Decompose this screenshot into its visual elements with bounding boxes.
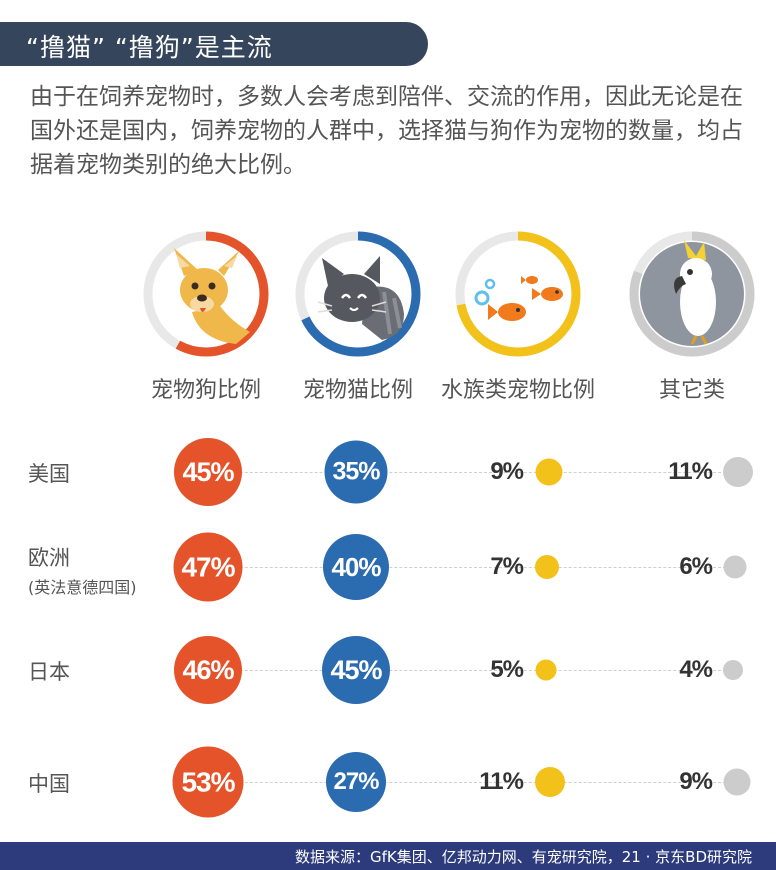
row-label-china: 中国	[28, 768, 70, 798]
fish-value: 11%	[479, 768, 524, 795]
category-label-cat: 宠物猫比例	[302, 378, 414, 403]
fish-icon	[452, 228, 584, 360]
other-dot	[723, 457, 753, 487]
dog-bubble: 45%	[174, 438, 242, 506]
dog-bubble: 53%	[172, 746, 244, 818]
cat-bubble: 35%	[324, 440, 388, 504]
region-name: 中国	[28, 772, 70, 796]
region-name: 欧洲	[28, 546, 70, 570]
dog-bubble: 46%	[174, 636, 242, 704]
fish-dot	[535, 767, 565, 797]
category-label-other: 其它类	[658, 378, 726, 403]
row-divider	[210, 782, 736, 783]
fish-dot	[535, 458, 562, 486]
other-dot	[723, 660, 743, 680]
row-label-japan: 日本	[28, 656, 70, 686]
dog-bubble: 47%	[173, 532, 243, 602]
source-note: 数据来源：GfK集团、亿邦动力网、有宠研究院，21 · 京东BD研究院	[295, 848, 752, 866]
other-dot	[723, 555, 746, 579]
fish-dot	[535, 555, 559, 579]
region-subtitle: (英法意德四国)	[28, 578, 137, 597]
row-label-europe: 欧洲 (英法意德四国)	[28, 542, 137, 598]
other-value: 4%	[679, 656, 713, 683]
category-label-dog: 宠物狗比例	[150, 378, 262, 403]
dog-icon	[140, 228, 272, 360]
fish-value: 9%	[490, 458, 524, 485]
row-divider	[210, 472, 736, 473]
footer-bar: 数据来源：GfK集团、亿邦动力网、有宠研究院，21 · 京东BD研究院	[0, 842, 776, 870]
page-title: “撸猫” “撸狗”是主流	[26, 33, 273, 62]
category-label-fish: 水族类宠物比例	[440, 378, 596, 403]
intro-text: 由于在饲养宠物时，多数人会考虑到陪伴、交流的作用，因此无论是在国外还是国内，饲养…	[30, 84, 743, 178]
row-divider	[210, 670, 736, 671]
parrot-icon	[626, 228, 758, 360]
cat-bubble: 45%	[322, 636, 390, 704]
other-value: 11%	[668, 458, 713, 485]
region-name: 日本	[28, 660, 70, 684]
cat-bubble: 27%	[326, 752, 386, 812]
row-label-us: 美国	[28, 458, 70, 488]
other-dot	[723, 768, 750, 796]
title-bar: “撸猫” “撸狗”是主流	[0, 22, 428, 66]
fish-value: 5%	[490, 656, 524, 683]
fish-dot	[535, 659, 556, 681]
other-value: 9%	[679, 768, 713, 795]
region-name: 美国	[28, 462, 70, 486]
row-divider	[210, 567, 736, 568]
cat-icon	[292, 228, 424, 360]
fish-value: 7%	[490, 553, 524, 580]
other-value: 6%	[679, 553, 713, 580]
cat-bubble: 40%	[323, 534, 389, 600]
